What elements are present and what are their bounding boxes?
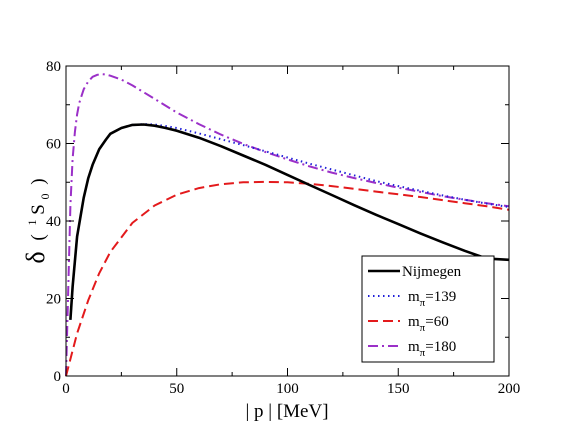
- series-layer: [65, 73, 510, 377]
- x-tick-label: 0: [62, 381, 70, 397]
- y-tick-label: 60: [46, 137, 61, 153]
- x-tick-label: 100: [276, 381, 299, 397]
- y-axis-label-sub: 0: [38, 193, 52, 199]
- y-tick-label: 20: [46, 292, 61, 308]
- x-tick-label: 150: [387, 381, 410, 397]
- x-axis-label: | p | [MeV]: [245, 401, 328, 422]
- legend-label-3: mπ=180: [408, 339, 456, 359]
- legend-label-1: mπ=139: [408, 289, 456, 309]
- legend-box: [361, 255, 495, 363]
- y-tick-label: 0: [54, 369, 62, 385]
- series-line-0: [69, 123, 510, 320]
- y-axis-label-symbol: δ: [21, 251, 50, 263]
- series-line-2: [65, 180, 510, 377]
- series-line-3: [65, 73, 510, 377]
- y-axis-label-close: ): [28, 178, 49, 184]
- legend: Nijmegen mπ=139 mπ=60 mπ=180: [361, 255, 495, 363]
- legend-label-0: Nijmegen: [402, 264, 462, 280]
- x-tick-label: 50: [169, 381, 184, 397]
- y-axis-label-sup: 1: [25, 220, 39, 226]
- legend-label-2: mπ=60: [408, 314, 449, 334]
- y-tick-label: 80: [46, 59, 61, 75]
- y-tick-label: 40: [46, 214, 61, 230]
- x-tick-label: 200: [498, 381, 521, 397]
- y-axis-label: δ ( 1 S 0 ): [20, 178, 54, 263]
- ticks-layer: 0 50 100 150 200 0 20 40 60 80: [46, 59, 520, 397]
- y-axis-label-open: (: [28, 234, 49, 240]
- y-axis-label-letter: S: [28, 204, 49, 215]
